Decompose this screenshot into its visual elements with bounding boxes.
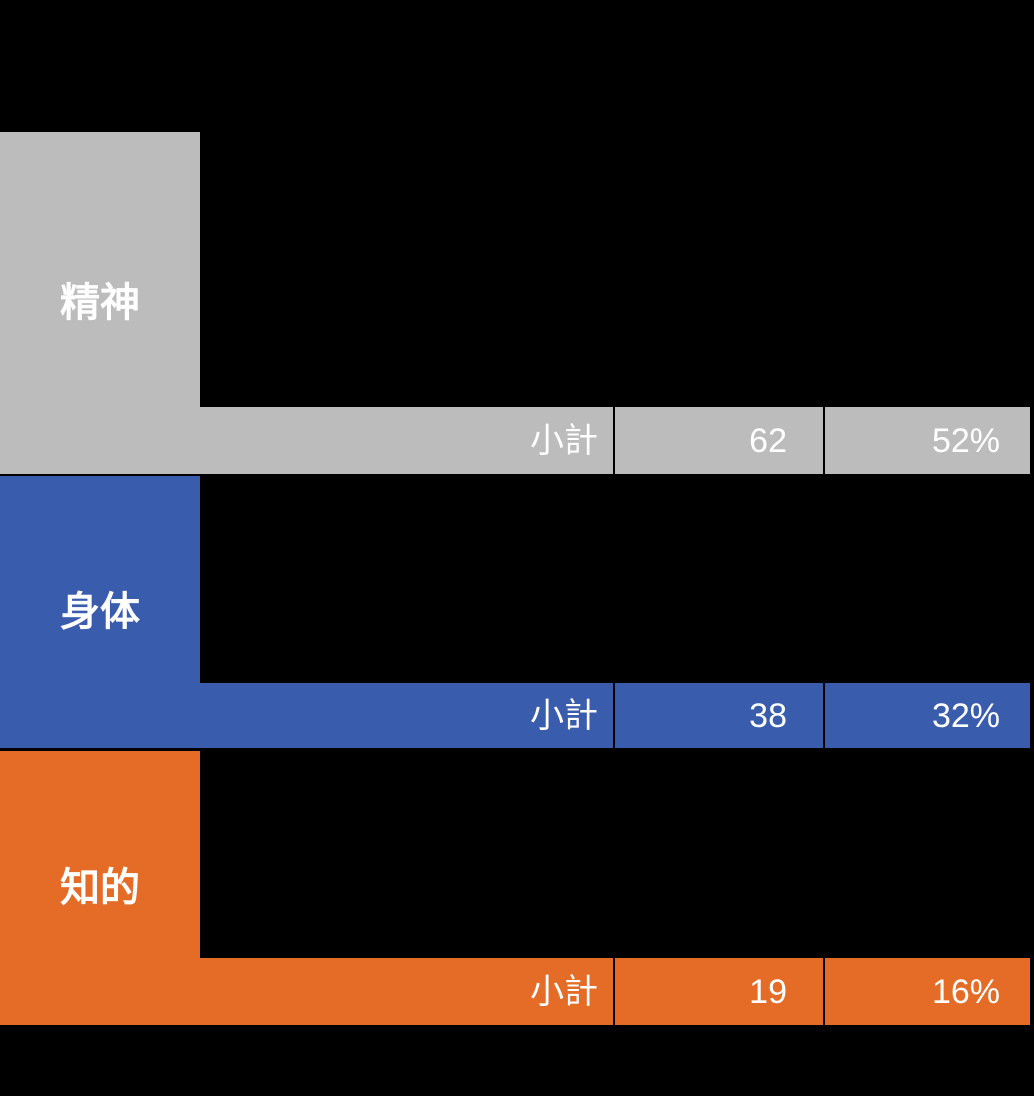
subtotal-label-text: 小計	[530, 421, 598, 460]
subtotal-row-seishin: 小計 62 52%	[0, 407, 1030, 474]
subtotal-label-cell-chiteki[interactable]: 小計	[0, 958, 613, 1025]
subtotal-label-cell-seishin[interactable]: 小計	[0, 407, 613, 474]
subtotal-count-text: 38	[749, 696, 787, 735]
subtotal-percent-text: 32%	[931, 696, 1000, 735]
subtotal-count-text: 19	[749, 972, 787, 1011]
subtotal-label-text: 小計	[530, 972, 598, 1011]
category-label-shintai: 身体	[60, 590, 140, 634]
group-shintai: 身体 小計 38 32%	[0, 476, 1030, 748]
subtotal-percent-cell-seishin[interactable]: 52%	[823, 407, 1030, 474]
subtotal-percent-text: 52%	[931, 421, 1000, 460]
subtotal-count-cell-shintai[interactable]: 38	[613, 683, 823, 748]
group-chiteki: 知的 小計 19 16%	[0, 751, 1030, 1025]
subtotal-row-chiteki: 小計 19 16%	[0, 958, 1030, 1025]
group-seishin: 精神 小計 62 52%	[0, 132, 1030, 474]
subtotal-percent-cell-shintai[interactable]: 32%	[823, 683, 1030, 748]
category-label-chiteki: 知的	[60, 866, 140, 910]
subtotal-count-cell-chiteki[interactable]: 19	[613, 958, 823, 1025]
subtotal-percent-text: 16%	[931, 972, 1000, 1011]
subtotal-count-text: 62	[749, 421, 787, 460]
subtotal-label-cell-shintai[interactable]: 小計	[0, 683, 613, 748]
category-label-seishin: 精神	[60, 281, 140, 325]
subtotal-percent-cell-chiteki[interactable]: 16%	[823, 958, 1030, 1025]
subtotal-count-cell-seishin[interactable]: 62	[613, 407, 823, 474]
subtotal-label-text: 小計	[530, 696, 598, 735]
subtotal-row-shintai: 小計 38 32%	[0, 683, 1030, 748]
